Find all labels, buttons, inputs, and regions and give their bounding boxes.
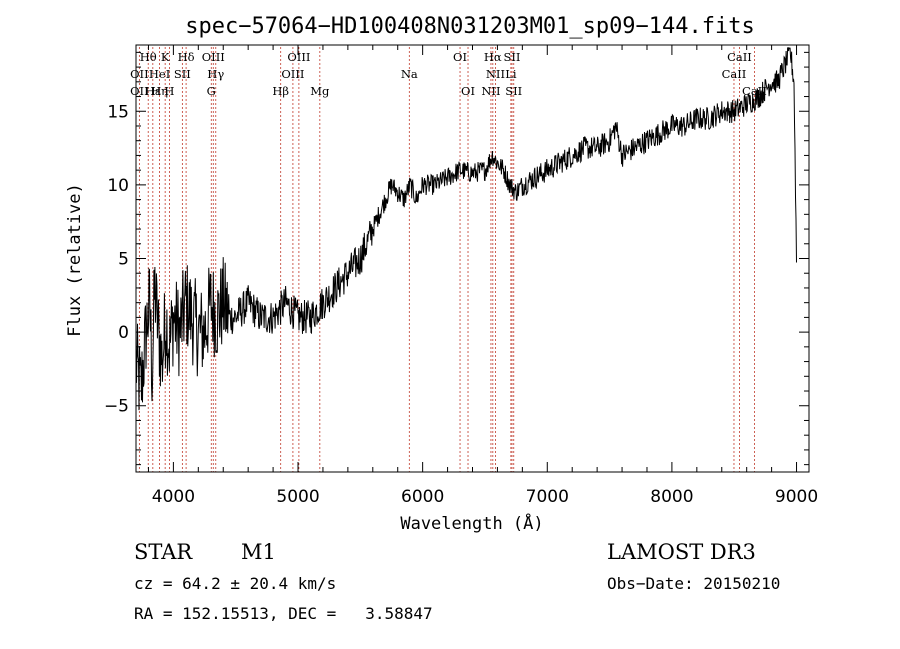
spectral-line-label: Hθ — [140, 50, 157, 64]
chart-title: spec−57064−HD100408N031203M01_sp09−144.f… — [185, 14, 755, 39]
spectral-line-label: Hβ — [272, 84, 289, 98]
y-axis-label: Flux (relative) — [65, 183, 85, 337]
object-subclass: M1 — [241, 540, 276, 564]
y-tick-label: 0 — [118, 323, 129, 343]
observation-date: Obs−Date: 20150210 — [607, 574, 781, 593]
x-tick-label: 4000 — [152, 487, 195, 507]
x-axis-label: Wavelength (Å) — [400, 512, 543, 534]
y-axis-ticks: −5 0 5 10 15 — [104, 51, 809, 466]
spectral-line-label: HeI — [149, 67, 170, 81]
x-tick-label: 8000 — [650, 487, 693, 507]
spectral-line-label: Hα — [484, 50, 502, 64]
spectral-line-label: OI — [461, 84, 475, 98]
x-tick-label: 5000 — [276, 487, 319, 507]
spectral-line-label: CaII — [722, 67, 747, 81]
spectral-line-label: OII — [130, 67, 149, 81]
spectral-line-label: NII — [481, 84, 500, 98]
x-axis-ticks: 4000 5000 6000 7000 8000 9000 — [147, 45, 818, 507]
spectral-line-label: OIII — [202, 50, 225, 64]
object-class: STAR — [134, 540, 193, 564]
spectral-line-label: Hγ — [207, 67, 224, 81]
spectral-line-label: Mg — [310, 84, 330, 98]
spectral-line-label: CaII — [727, 50, 752, 64]
spectral-line-markers — [138, 47, 755, 472]
spectral-line-label: SII — [504, 50, 521, 64]
flux-series-line — [135, 46, 797, 411]
spectral-line-label: OII — [130, 84, 149, 98]
spectral-line-label: NII — [486, 67, 505, 81]
spectral-line-label: Hε — [145, 84, 161, 98]
spectral-line-label: G — [207, 84, 216, 98]
spectral-line-label: Na — [401, 67, 418, 81]
spectral-line-label: Li — [505, 67, 517, 81]
x-tick-label: 7000 — [526, 487, 569, 507]
spectral-line-label: H — [164, 84, 174, 98]
survey-name: LAMOST DR3 — [607, 540, 756, 564]
y-tick-label: 5 — [118, 250, 129, 270]
y-tick-label: 10 — [107, 176, 129, 196]
spectral-line-label: SII — [174, 67, 191, 81]
y-tick-label: 15 — [107, 102, 129, 122]
x-tick-label: 9000 — [775, 487, 818, 507]
redshift-velocity: cz = 64.2 ± 20.4 km/s — [134, 574, 337, 593]
spectral-line-label: OI — [453, 50, 467, 64]
spectral-line-label: SII — [505, 84, 522, 98]
x-tick-label: 6000 — [401, 487, 444, 507]
spectral-line-label: OIII — [287, 50, 310, 64]
spectral-line-label: K — [161, 50, 170, 64]
spectral-line-label: Hη — [151, 84, 168, 98]
plot-frame — [135, 44, 810, 473]
spectral-line-label: Hδ — [178, 50, 195, 64]
sky-coordinates: RA = 152.15513, DEC = 3.58847 — [134, 604, 433, 623]
spectral-line-label: OIII — [281, 67, 304, 81]
y-tick-label: −5 — [104, 397, 129, 417]
